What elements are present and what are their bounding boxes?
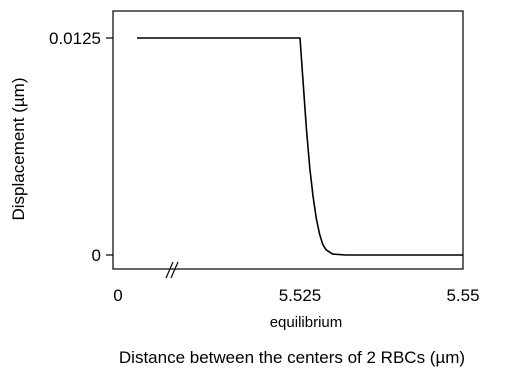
plot-frame: [112, 10, 464, 270]
x-axis-break-marks: [165, 261, 179, 279]
y-axis-title: Displacement (µm): [9, 78, 28, 221]
displacement-series-line: [137, 37, 463, 256]
equilibrium-annotation: equilibrium: [270, 314, 343, 331]
x-axis-title: Distance between the centers of 2 RBCs (…: [119, 348, 465, 367]
x-tick-label: 0: [113, 286, 122, 305]
x-tick-label: 5.525: [279, 286, 322, 305]
x-tick-label: 5.55: [446, 286, 479, 305]
y-tick-label: 0: [92, 246, 101, 265]
y-tick-label: 0.0125: [49, 29, 101, 48]
